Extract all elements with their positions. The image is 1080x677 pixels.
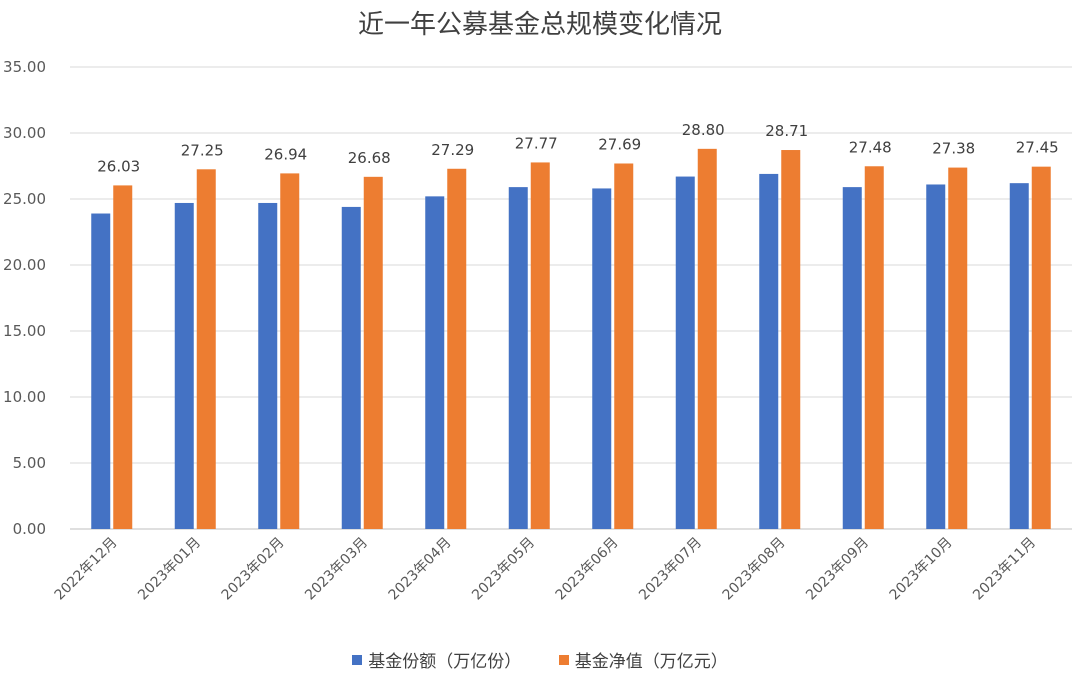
legend-swatch-nav xyxy=(558,654,569,665)
data-label: 26.68 xyxy=(348,149,391,167)
x-tick-label: 2023年03月 xyxy=(302,535,371,604)
legend: 基金份额（万亿份） 基金净值（万亿元） xyxy=(0,647,1080,672)
legend-label-nav: 基金净值（万亿元） xyxy=(574,652,728,672)
bar-nav xyxy=(614,163,634,529)
x-tick-label: 2023年06月 xyxy=(553,535,622,604)
x-tick-label: 2023年04月 xyxy=(386,535,455,604)
x-tick-label: 2023年07月 xyxy=(636,535,705,604)
bar-nav xyxy=(697,148,717,529)
bar-nav xyxy=(948,167,968,530)
x-tick-label: 2023年11月 xyxy=(970,535,1039,604)
data-label: 26.03 xyxy=(97,157,140,175)
bar-shares xyxy=(91,213,111,529)
bar-nav xyxy=(530,162,550,529)
bar-nav xyxy=(280,173,300,529)
data-label: 27.25 xyxy=(181,141,224,159)
legend-label-shares: 基金份额（万亿份） xyxy=(368,652,522,672)
x-tick-label: 2023年08月 xyxy=(720,535,789,604)
bar-nav xyxy=(113,185,133,530)
data-label: 26.94 xyxy=(264,145,307,163)
legend-swatch-shares xyxy=(352,654,363,665)
bar-nav xyxy=(447,168,467,529)
bar-shares xyxy=(508,187,528,529)
y-tick-label: 25.00 xyxy=(3,190,46,208)
data-label: 27.77 xyxy=(515,134,558,152)
x-tick-label: 2022年12月 xyxy=(52,535,121,604)
y-tick-label: 20.00 xyxy=(3,256,46,274)
legend-item-shares: 基金份额（万亿份） xyxy=(352,647,521,672)
bar-shares xyxy=(926,184,946,530)
bar-nav xyxy=(363,176,383,529)
bar-shares xyxy=(341,206,361,530)
bar-shares xyxy=(174,202,194,529)
legend-item-nav: 基金净值（万亿元） xyxy=(558,647,728,672)
y-tick-label: 10.00 xyxy=(3,388,46,406)
bar-nav xyxy=(864,166,884,529)
y-tick-label: 30.00 xyxy=(3,124,46,142)
bar-shares xyxy=(1009,183,1029,529)
x-tick-label: 2023年09月 xyxy=(803,535,872,604)
data-label: 28.71 xyxy=(765,122,808,140)
bar-shares xyxy=(425,196,445,530)
bar-shares xyxy=(592,188,612,529)
y-tick-label: 35.00 xyxy=(3,58,46,76)
data-label: 27.38 xyxy=(932,140,975,158)
chart-title: 近一年公募基金总规模变化情况 xyxy=(357,10,722,40)
bar-shares xyxy=(842,187,862,529)
x-tick-label: 2023年02月 xyxy=(219,535,288,604)
y-tick-label: 0.00 xyxy=(13,520,46,538)
bar-nav xyxy=(196,169,216,530)
data-label: 28.80 xyxy=(682,121,725,139)
x-tick-label: 2023年05月 xyxy=(469,535,538,604)
data-label: 27.45 xyxy=(1016,139,1059,157)
bar-nav xyxy=(1031,166,1051,529)
data-label: 27.69 xyxy=(598,135,641,153)
bar-nav xyxy=(781,150,801,529)
x-tick-label: 2023年01月 xyxy=(135,535,204,604)
data-label: 27.48 xyxy=(849,138,892,156)
x-tick-label: 2023年10月 xyxy=(887,535,956,604)
y-tick-label: 5.00 xyxy=(13,454,46,472)
bar-shares xyxy=(258,202,278,529)
bar-shares xyxy=(759,173,779,530)
bar-shares xyxy=(675,176,695,529)
y-tick-label: 15.00 xyxy=(3,322,46,340)
data-label: 27.29 xyxy=(431,141,474,159)
